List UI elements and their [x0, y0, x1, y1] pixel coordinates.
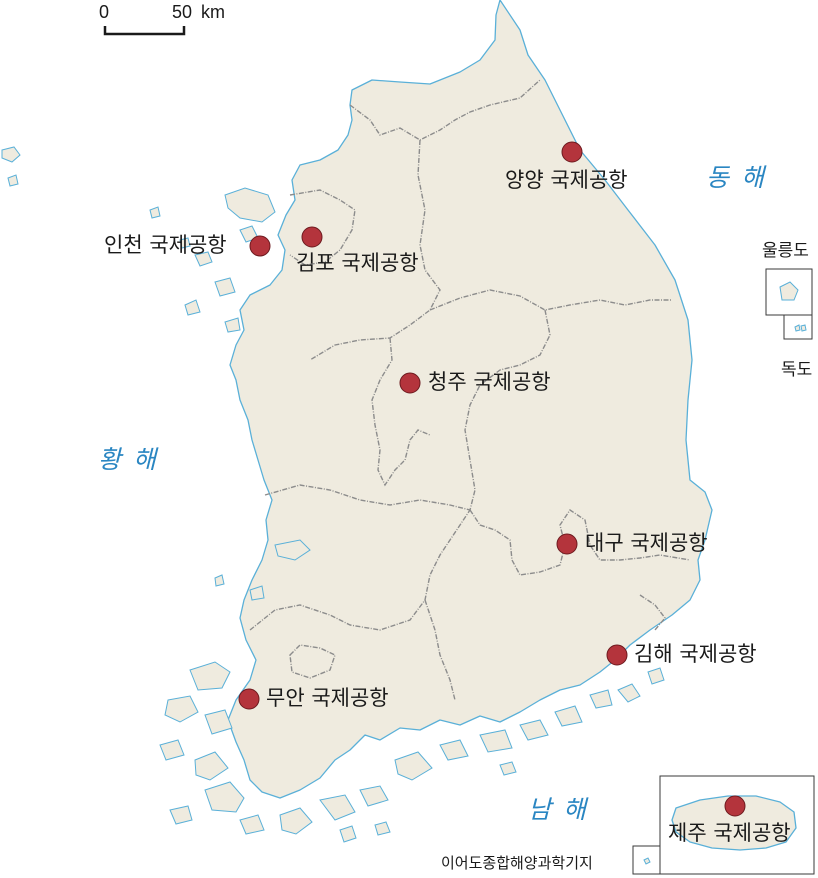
- southeast-islands: [617, 667, 665, 703]
- ulleungdo-island: [779, 281, 799, 301]
- province-boundary: [289, 644, 336, 679]
- gimhae-airport-marker[interactable]: [606, 644, 628, 666]
- province-boundary: [349, 79, 541, 141]
- jeju-airport-marker[interactable]: [724, 795, 746, 817]
- dokdo-island: [794, 324, 807, 332]
- ieodo-marker: [643, 857, 651, 865]
- south-sea-label: 남 해: [528, 795, 588, 824]
- southwest-islands: [159, 661, 613, 843]
- incheon-airport-label[interactable]: 인천 국제공항: [104, 233, 227, 257]
- muan-airport-label[interactable]: 무안 국제공항: [266, 686, 389, 710]
- jeju-airport-label[interactable]: 제주 국제공항: [668, 821, 791, 845]
- dokdo-label: 독도: [781, 360, 813, 380]
- gimpo-airport-marker[interactable]: [301, 226, 323, 248]
- province-boundary: [424, 599, 456, 701]
- yangyang-airport-label[interactable]: 양양 국제공항: [505, 168, 628, 192]
- gimhae-airport-label[interactable]: 김해 국제공항: [634, 642, 757, 666]
- province-boundary: [464, 309, 551, 511]
- muan-airport-marker[interactable]: [238, 688, 260, 710]
- mainland-landmass: [227, 0, 713, 799]
- west-sea-label: 황 해: [98, 445, 158, 474]
- west-coast-islands: [1, 146, 311, 601]
- province-boundary: [249, 509, 471, 631]
- province-boundary: [264, 484, 471, 511]
- scale-unit-label: km: [201, 2, 225, 22]
- incheon-airport-marker[interactable]: [249, 235, 271, 257]
- yangyang-airport-marker[interactable]: [561, 141, 583, 163]
- province-boundary: [371, 337, 431, 487]
- ulleungdo-label: 울릉도: [762, 241, 809, 261]
- east-sea-label: 동 해: [706, 163, 766, 192]
- province-boundary: [309, 139, 441, 361]
- province-boundary: [469, 509, 691, 576]
- province-boundary: [289, 189, 356, 266]
- ieodo-label: 이어도종합해양과학기지: [441, 854, 593, 872]
- province-boundary: [639, 594, 666, 631]
- gimpo-airport-label[interactable]: 김포 국제공항: [296, 251, 419, 275]
- scale-zero-label: 0: [99, 2, 110, 22]
- daegu-airport-label[interactable]: 대구 국제공항: [585, 531, 708, 555]
- province-boundary: [429, 289, 672, 311]
- cheongju-airport-marker[interactable]: [399, 372, 421, 394]
- cheongju-airport-label[interactable]: 청주 국제공항: [428, 370, 551, 394]
- daegu-airport-marker[interactable]: [556, 533, 578, 555]
- scale-distance-label: 50: [172, 2, 193, 22]
- scale-bar: [103, 26, 186, 36]
